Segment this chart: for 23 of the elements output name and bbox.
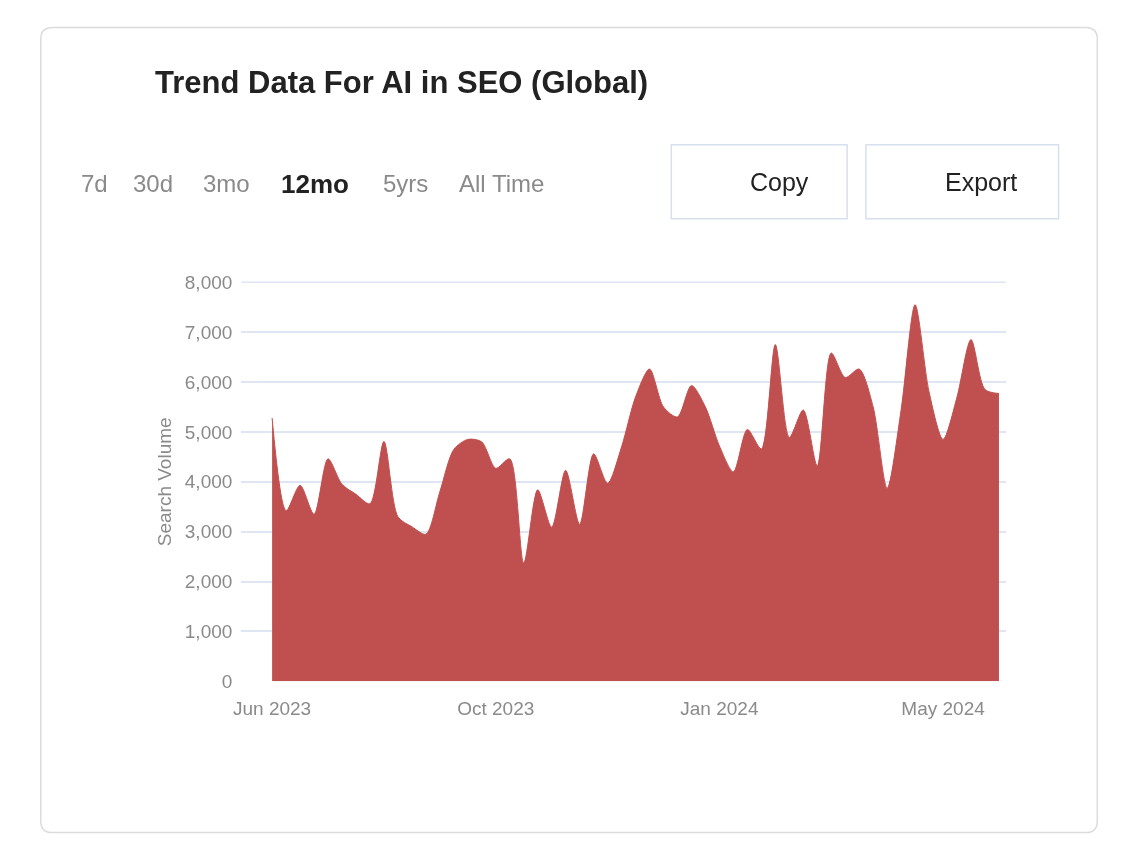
text: 30d — [133, 170, 174, 197]
x-tick-label: Oct 2023 — [457, 698, 535, 720]
text: 7d — [81, 170, 108, 197]
text: 5yrs — [383, 170, 429, 197]
y-tick-label: 4,000 — [184, 471, 233, 493]
y-tick-label: 0 — [221, 671, 233, 692]
y-tick-label: 1,000 — [184, 621, 233, 643]
chart-title: Trend Data For AI in SEO (Global) — [155, 64, 649, 100]
y-tick-label: 2,000 — [184, 571, 233, 593]
x-tick-label: May 2024 — [901, 698, 986, 720]
x-tick-label: Jan 2024 — [680, 698, 759, 720]
text: Export — [945, 168, 1018, 196]
y-tick-label: 3,000 — [184, 521, 233, 543]
text: 3mo — [203, 170, 250, 197]
y-tick-label: 8,000 — [184, 271, 233, 293]
text: Copy — [750, 168, 809, 196]
text: All Time — [459, 170, 545, 197]
text: 12mo — [281, 169, 349, 199]
y-tick-label: 5,000 — [184, 421, 233, 443]
y-tick-label: 7,000 — [184, 321, 233, 343]
x-tick-label: Jun 2023 — [233, 698, 312, 720]
y-axis-title: Search Volume — [153, 417, 175, 547]
y-tick-label: 6,000 — [184, 371, 233, 393]
